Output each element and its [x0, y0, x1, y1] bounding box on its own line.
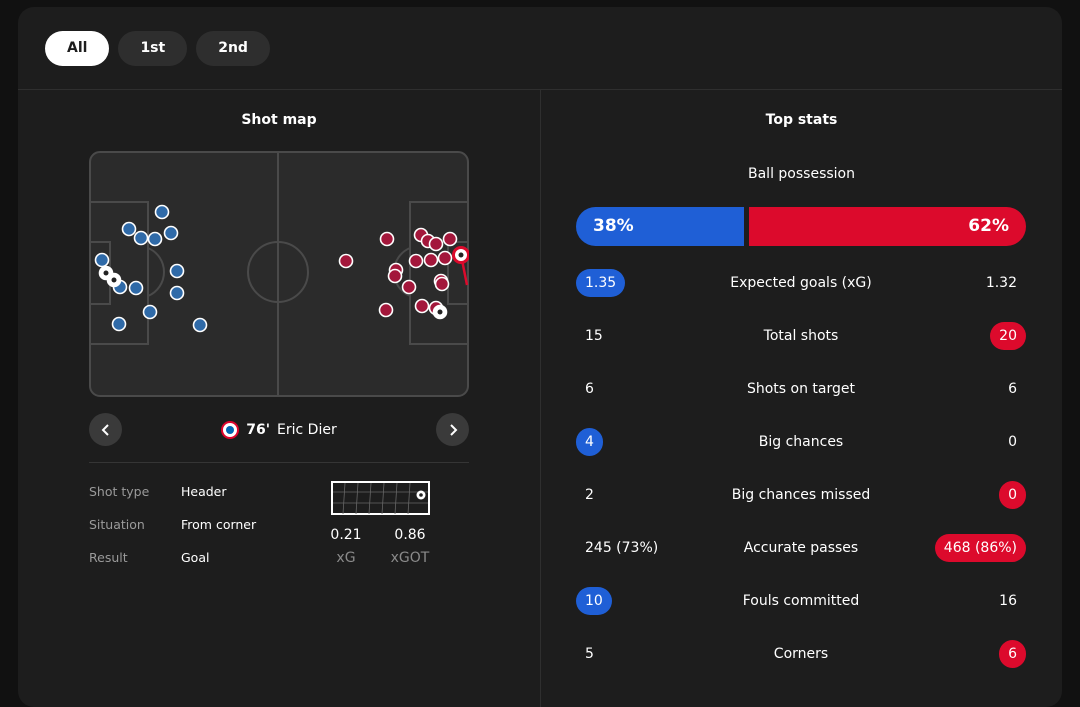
- stat-row-big-chances-missed: 2 Big chances missed 0: [576, 481, 1026, 509]
- stat-home-value: 15: [585, 328, 603, 344]
- stat-away-value: 0: [1008, 434, 1017, 450]
- selected-shot-marker[interactable]: [452, 246, 469, 286]
- shot-marker[interactable]: [147, 231, 163, 247]
- stat-label: Shots on target: [746, 381, 855, 397]
- column-divider: [540, 89, 541, 707]
- shot-marker[interactable]: [94, 252, 110, 268]
- stat-home-value: 6: [585, 381, 594, 397]
- stat-label: Expected goals (xG): [730, 275, 872, 291]
- stat-label: Big chances: [758, 434, 844, 450]
- stat-label: Total shots: [763, 328, 839, 344]
- shot-marker[interactable]: [133, 230, 149, 246]
- next-shot-button[interactable]: [436, 413, 469, 446]
- shot-minute: 76': [246, 421, 271, 438]
- stat-home-value: 1.35: [576, 269, 626, 297]
- shot-map-pitch[interactable]: [89, 151, 469, 397]
- possession-bar: 38% 62%: [576, 207, 1026, 246]
- xg-stat: 0.21 xG: [330, 527, 362, 566]
- shot-marker[interactable]: [428, 236, 444, 252]
- stat-home-value: 4: [576, 428, 603, 456]
- shot-marker[interactable]: [142, 304, 158, 320]
- stat-away-value: 6: [999, 640, 1026, 668]
- stat-home-value: 2: [585, 487, 594, 503]
- chevron-right-icon: [449, 423, 457, 436]
- home-shots: [94, 204, 208, 333]
- ball-icon: [103, 270, 109, 276]
- shot-marker[interactable]: [192, 317, 208, 333]
- previous-shot-button[interactable]: [89, 413, 122, 446]
- stat-row-total-shots: 15 Total shots 20: [576, 322, 1026, 350]
- match-stats-card: All 1st 2nd Shot map 76' Eric D: [18, 7, 1062, 707]
- stat-row-corners: 5 Corners 6: [576, 640, 1026, 668]
- stat-home-value: 10: [576, 587, 612, 615]
- chevron-left-icon: [101, 423, 109, 436]
- selected-shot-player: 76' Eric Dier: [89, 413, 469, 446]
- stat-row-xg: 1.35 Expected goals (xG) 1.32: [576, 269, 1026, 297]
- shot-marker[interactable]: [442, 231, 458, 247]
- tab-second-half[interactable]: 2nd: [196, 31, 270, 66]
- goal-net-icon: [331, 481, 430, 515]
- shot-marker[interactable]: [414, 298, 430, 314]
- possession-away: 62%: [749, 207, 1026, 246]
- shot-marker[interactable]: [163, 225, 179, 241]
- shot-marker[interactable]: [154, 204, 170, 220]
- tab-all[interactable]: All: [45, 31, 110, 66]
- tab-first-half[interactable]: 1st: [118, 31, 188, 66]
- ball-icon: [111, 277, 117, 283]
- stat-away-value: 0: [999, 481, 1026, 509]
- shot-marker[interactable]: [387, 268, 403, 284]
- stat-label: Accurate passes: [743, 540, 859, 556]
- stat-away-value: 6: [1008, 381, 1017, 397]
- stat-label: Corners: [773, 646, 829, 662]
- ball-icon: [437, 309, 443, 315]
- stat-home-value: 245 (73%): [585, 540, 659, 556]
- shot-marker[interactable]: [128, 280, 144, 296]
- shot-marker[interactable]: [169, 285, 185, 301]
- stat-row-fouls: 10 Fouls committed 16: [576, 587, 1026, 615]
- stat-row-shots-on-target: 6 Shots on target 6: [576, 375, 1026, 403]
- shot-marker[interactable]: [169, 263, 185, 279]
- shot-marker[interactable]: [434, 276, 450, 292]
- shot-map-title: Shot map: [241, 112, 317, 128]
- stat-row-big-chances: 4 Big chances 0: [576, 428, 1026, 456]
- shot-marker[interactable]: [111, 316, 127, 332]
- stat-label: Big chances missed: [731, 487, 871, 503]
- possession-label: Ball possession: [748, 166, 855, 182]
- xgot-stat: 0.86 xGOT: [390, 527, 430, 566]
- shot-marker[interactable]: [423, 252, 439, 268]
- period-tabs: All 1st 2nd: [45, 31, 270, 66]
- top-stats-title: Top stats: [765, 112, 838, 128]
- stat-label: Fouls committed: [742, 593, 860, 609]
- possession-home: 38%: [576, 207, 744, 246]
- stat-away-value: 20: [990, 322, 1026, 350]
- shot-marker[interactable]: [408, 253, 424, 269]
- shot-navigator: 76' Eric Dier: [89, 413, 469, 447]
- detail-result: Result Goal: [89, 550, 210, 565]
- shot-marker[interactable]: [121, 221, 137, 237]
- shot-marker[interactable]: [401, 279, 417, 295]
- away-shots: [338, 227, 458, 320]
- stat-home-value: 5: [585, 646, 594, 662]
- shot-marker[interactable]: [378, 302, 394, 318]
- divider: [89, 462, 469, 463]
- detail-shot-type: Shot type Header: [89, 484, 227, 499]
- shot-player-name: Eric Dier: [277, 421, 337, 438]
- stat-away-value: 468 (86%): [934, 534, 1026, 562]
- shot-marker[interactable]: [338, 253, 354, 269]
- stat-away-value: 1.32: [985, 275, 1017, 291]
- stat-away-value: 16: [999, 593, 1017, 609]
- shot-marker[interactable]: [379, 231, 395, 247]
- shot-marker[interactable]: [437, 250, 453, 266]
- stat-row-accurate-passes: 245 (73%) Accurate passes 468 (86%): [576, 534, 1026, 562]
- team-crest-icon: [221, 420, 240, 439]
- detail-situation: Situation From corner: [89, 517, 257, 532]
